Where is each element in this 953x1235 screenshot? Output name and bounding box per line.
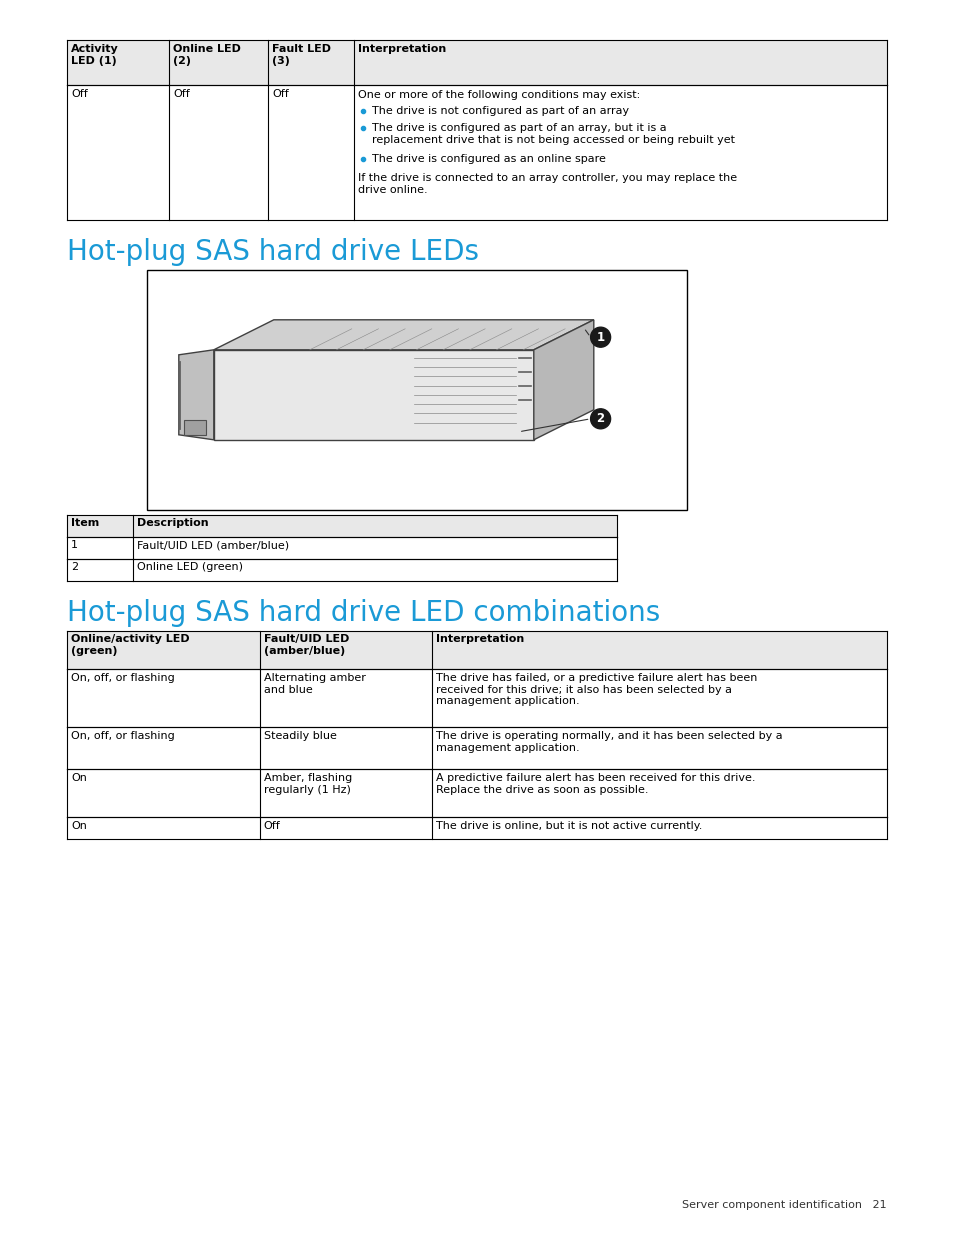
- Bar: [67, 515, 617, 537]
- Text: On: On: [71, 821, 87, 831]
- Text: Online LED
(2): Online LED (2): [173, 44, 241, 65]
- Text: Steadily blue: Steadily blue: [263, 731, 336, 741]
- Text: Alternating amber
and blue: Alternating amber and blue: [263, 673, 365, 694]
- Polygon shape: [534, 320, 593, 440]
- Text: The drive is operating normally, and it has been selected by a
management applic: The drive is operating normally, and it …: [436, 731, 781, 752]
- Text: Off: Off: [173, 89, 190, 99]
- Polygon shape: [213, 320, 593, 350]
- Bar: [67, 40, 886, 85]
- Text: The drive has failed, or a predictive failure alert has been
received for this d: The drive has failed, or a predictive fa…: [436, 673, 757, 706]
- Text: Fault/UID LED (amber/blue): Fault/UID LED (amber/blue): [137, 540, 289, 550]
- Text: 2: 2: [596, 412, 604, 425]
- Text: The drive is configured as an online spare: The drive is configured as an online spa…: [372, 154, 605, 164]
- Text: Interpretation: Interpretation: [436, 634, 523, 643]
- Text: If the drive is connected to an array controller, you may replace the
drive onli: If the drive is connected to an array co…: [357, 173, 737, 195]
- Text: Online LED (green): Online LED (green): [137, 562, 243, 572]
- Text: Interpretation: Interpretation: [357, 44, 446, 54]
- Text: Fault/UID LED
(amber/blue): Fault/UID LED (amber/blue): [263, 634, 349, 656]
- Text: Amber, flashing
regularly (1 Hz): Amber, flashing regularly (1 Hz): [263, 773, 352, 794]
- Text: Fault LED
(3): Fault LED (3): [272, 44, 331, 65]
- Text: Off: Off: [263, 821, 280, 831]
- Text: Off: Off: [71, 89, 88, 99]
- Bar: [184, 420, 206, 435]
- Text: Hot-plug SAS hard drive LEDs: Hot-plug SAS hard drive LEDs: [67, 238, 478, 266]
- Circle shape: [590, 409, 610, 429]
- Text: On: On: [71, 773, 87, 783]
- Polygon shape: [178, 350, 213, 440]
- Text: On, off, or flashing: On, off, or flashing: [71, 673, 174, 683]
- Text: 1: 1: [71, 540, 78, 550]
- Text: Activity
LED (1): Activity LED (1): [71, 44, 118, 65]
- Polygon shape: [213, 350, 534, 440]
- Text: Description: Description: [137, 517, 209, 529]
- Text: The drive is configured as part of an array, but it is a
replacement drive that : The drive is configured as part of an ar…: [372, 124, 734, 144]
- Text: The drive is not configured as part of an array: The drive is not configured as part of a…: [372, 106, 628, 116]
- Text: A predictive failure alert has been received for this drive.
Replace the drive a: A predictive failure alert has been rece…: [436, 773, 755, 794]
- Text: Online/activity LED
(green): Online/activity LED (green): [71, 634, 190, 656]
- Bar: [67, 631, 886, 669]
- Text: The drive is online, but it is not active currently.: The drive is online, but it is not activ…: [436, 821, 701, 831]
- Text: Item: Item: [71, 517, 99, 529]
- Text: Server component identification   21: Server component identification 21: [681, 1200, 886, 1210]
- Text: On, off, or flashing: On, off, or flashing: [71, 731, 174, 741]
- Text: Hot-plug SAS hard drive LED combinations: Hot-plug SAS hard drive LED combinations: [67, 599, 659, 627]
- Text: 2: 2: [71, 562, 78, 572]
- Text: One or more of the following conditions may exist:: One or more of the following conditions …: [357, 90, 639, 100]
- Bar: [147, 270, 686, 510]
- Text: 1: 1: [596, 331, 604, 343]
- Text: Off: Off: [272, 89, 289, 99]
- Circle shape: [590, 327, 610, 347]
